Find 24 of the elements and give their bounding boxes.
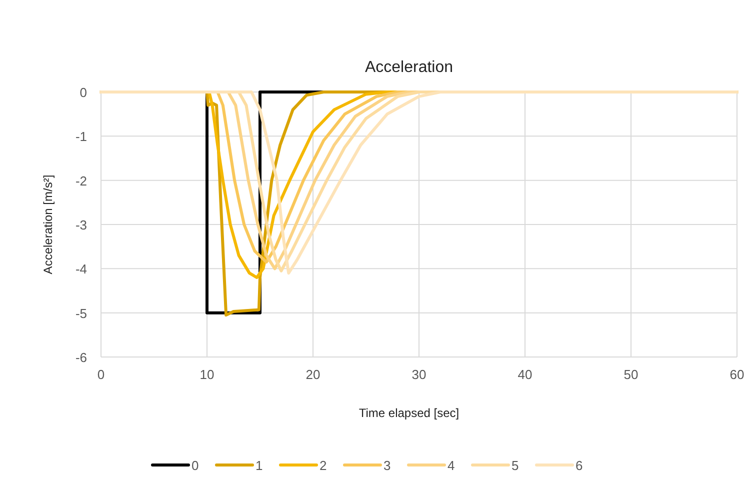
x-tick-label: 30: [412, 367, 426, 382]
y-tick-label: -1: [75, 129, 87, 144]
x-tick-label: 20: [306, 367, 320, 382]
y-axis-title: Acceleration [m/s²]: [41, 174, 55, 274]
legend-label: 0: [192, 458, 199, 473]
legend-label: 6: [576, 458, 583, 473]
legend-label: 3: [384, 458, 391, 473]
x-tick-label: 50: [624, 367, 638, 382]
legend-label: 2: [320, 458, 327, 473]
x-tick-label: 0: [97, 367, 105, 382]
y-tick-label: -3: [75, 218, 87, 232]
y-tick-label: -5: [75, 306, 87, 321]
legend-label: 5: [512, 458, 519, 473]
x-tick-label: 60: [730, 367, 744, 382]
y-tick-label: -6: [75, 350, 87, 365]
chart-title: Acceleration: [364, 59, 454, 76]
x-axis-title: Time elapsed [sec]: [358, 406, 460, 420]
x-tick-label: 10: [200, 367, 214, 382]
y-tick-label: -2: [75, 173, 87, 188]
y-tick-label: 0: [80, 85, 87, 100]
legend-label: 1: [256, 458, 263, 473]
x-tick-label: 40: [518, 367, 532, 382]
legend-label: 4: [448, 458, 455, 473]
y-tick-label: -4: [75, 262, 87, 277]
